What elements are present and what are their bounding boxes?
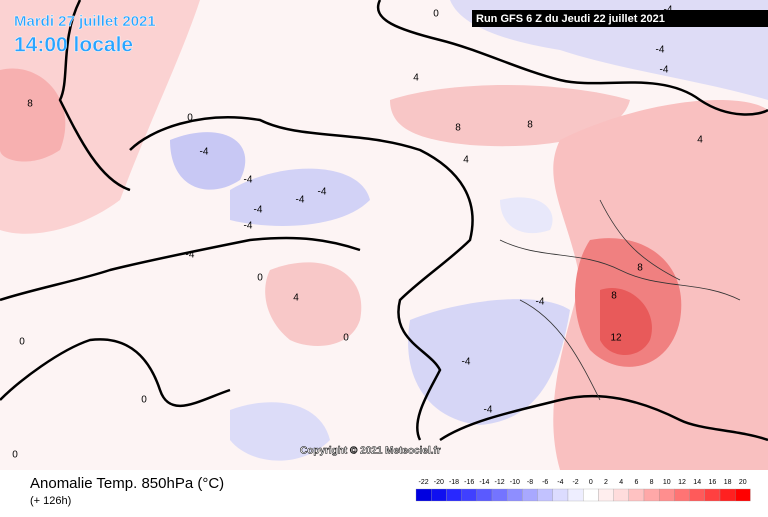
- legend-swatch: [628, 488, 645, 502]
- contour-label: 8: [637, 263, 643, 274]
- legend-tick-label: 10: [663, 479, 671, 486]
- legend-tick-label: -20: [434, 479, 444, 486]
- legend-tick-label: -14: [479, 479, 489, 486]
- contour-label: 0: [19, 337, 25, 348]
- contour-label: -4: [296, 195, 305, 206]
- legend-tick-label: -12: [495, 479, 505, 486]
- lead-time: (+ 126h): [30, 495, 71, 507]
- legend-tick-label: 16: [709, 479, 717, 486]
- map-time: 14:00 locale: [14, 34, 133, 57]
- contour-label: 0: [12, 450, 18, 461]
- legend-tick-label: 4: [619, 479, 623, 486]
- legend-tick-label: -18: [449, 479, 459, 486]
- legend-tick-label: -10: [510, 479, 520, 486]
- legend-swatch: [476, 488, 493, 502]
- contour-label: 4: [293, 293, 299, 304]
- contour-label: -4: [244, 175, 253, 186]
- contour-label: 12: [610, 333, 622, 344]
- legend-swatch: [598, 488, 614, 502]
- contour-label: 0: [257, 273, 263, 284]
- legend-swatch: [613, 488, 629, 502]
- contour-label: -4: [656, 45, 665, 56]
- contour-label: 0: [433, 9, 439, 20]
- legend-swatch: [461, 488, 477, 502]
- legend-tick-label: 6: [634, 479, 638, 486]
- run-info: Run GFS 6 Z du Jeudi 22 juillet 2021: [476, 13, 665, 25]
- contour-label: 4: [413, 73, 419, 84]
- contour-label: -4: [254, 205, 263, 216]
- legend-swatch: [415, 488, 432, 502]
- legend-tick-label: 14: [693, 479, 701, 486]
- legend-swatch: [583, 488, 599, 502]
- legend-swatch: [567, 488, 584, 502]
- legend-tick-label: 8: [650, 479, 654, 486]
- copyright: Copyright © 2021 Meteociel.fr: [300, 446, 441, 457]
- contour-label: 8: [527, 120, 533, 131]
- map-date: Mardi 27 juillet 2021: [14, 13, 156, 30]
- contour-label: -4: [244, 221, 253, 232]
- variable-title: Anomalie Temp. 850hPa (°C): [30, 475, 224, 492]
- legend-tick-label: -22: [419, 479, 429, 486]
- anomaly-fields: [0, 0, 768, 470]
- contour-label: 0: [343, 333, 349, 344]
- contour-label: 4: [697, 135, 703, 146]
- legend-tick-label: -8: [527, 479, 533, 486]
- legend-tick-label: -16: [464, 479, 474, 486]
- legend-swatch: [704, 488, 721, 502]
- contour-label: 8: [455, 123, 461, 134]
- legend-tick-label: 2: [604, 479, 608, 486]
- legend-swatch: [689, 488, 705, 502]
- legend-swatch: [522, 488, 538, 502]
- legend-swatch: [537, 488, 553, 502]
- contour-label: -4: [186, 250, 195, 261]
- contour-label: 8: [27, 99, 33, 110]
- contour-label: -4: [318, 187, 327, 198]
- legend-tick-label: -4: [557, 479, 563, 486]
- contour-label: -4: [484, 405, 493, 416]
- legend-swatch: [507, 488, 523, 502]
- legend-swatch: [674, 488, 690, 502]
- legend-swatch: [659, 488, 675, 502]
- contour-label: 0: [141, 395, 147, 406]
- legend-swatch: [491, 488, 508, 502]
- legend-swatch: [431, 488, 447, 502]
- legend-tick-label: -6: [542, 479, 548, 486]
- contour-label: 8: [611, 291, 617, 302]
- legend-tick-label: 20: [739, 479, 747, 486]
- legend-swatch: [735, 488, 751, 502]
- color-legend: -22 -20 -18 -16 -14 -12 -10 -8 -6 -4 -2 0 2 4 6 8 10 12 14…: [415, 479, 751, 502]
- legend-tick-label: 12: [678, 479, 686, 486]
- contour-label: 0: [187, 113, 193, 124]
- contour-label: -4: [200, 147, 209, 158]
- contour-label: 4: [463, 155, 469, 166]
- legend-tick-label: 18: [724, 479, 732, 486]
- legend-swatch: [446, 488, 462, 502]
- coastlines: [0, 0, 768, 442]
- legend-tick-label: 0: [589, 479, 593, 486]
- contour-label: -4: [660, 65, 669, 76]
- legend-tick-label: -2: [572, 479, 578, 486]
- legend-swatch: [643, 488, 660, 502]
- contour-label: -4: [462, 357, 471, 368]
- legend-swatch: [552, 488, 569, 502]
- contour-label: -4: [536, 297, 545, 308]
- borders: [499, 199, 741, 401]
- legend-swatch: [719, 488, 736, 502]
- run-banner: [472, 10, 768, 27]
